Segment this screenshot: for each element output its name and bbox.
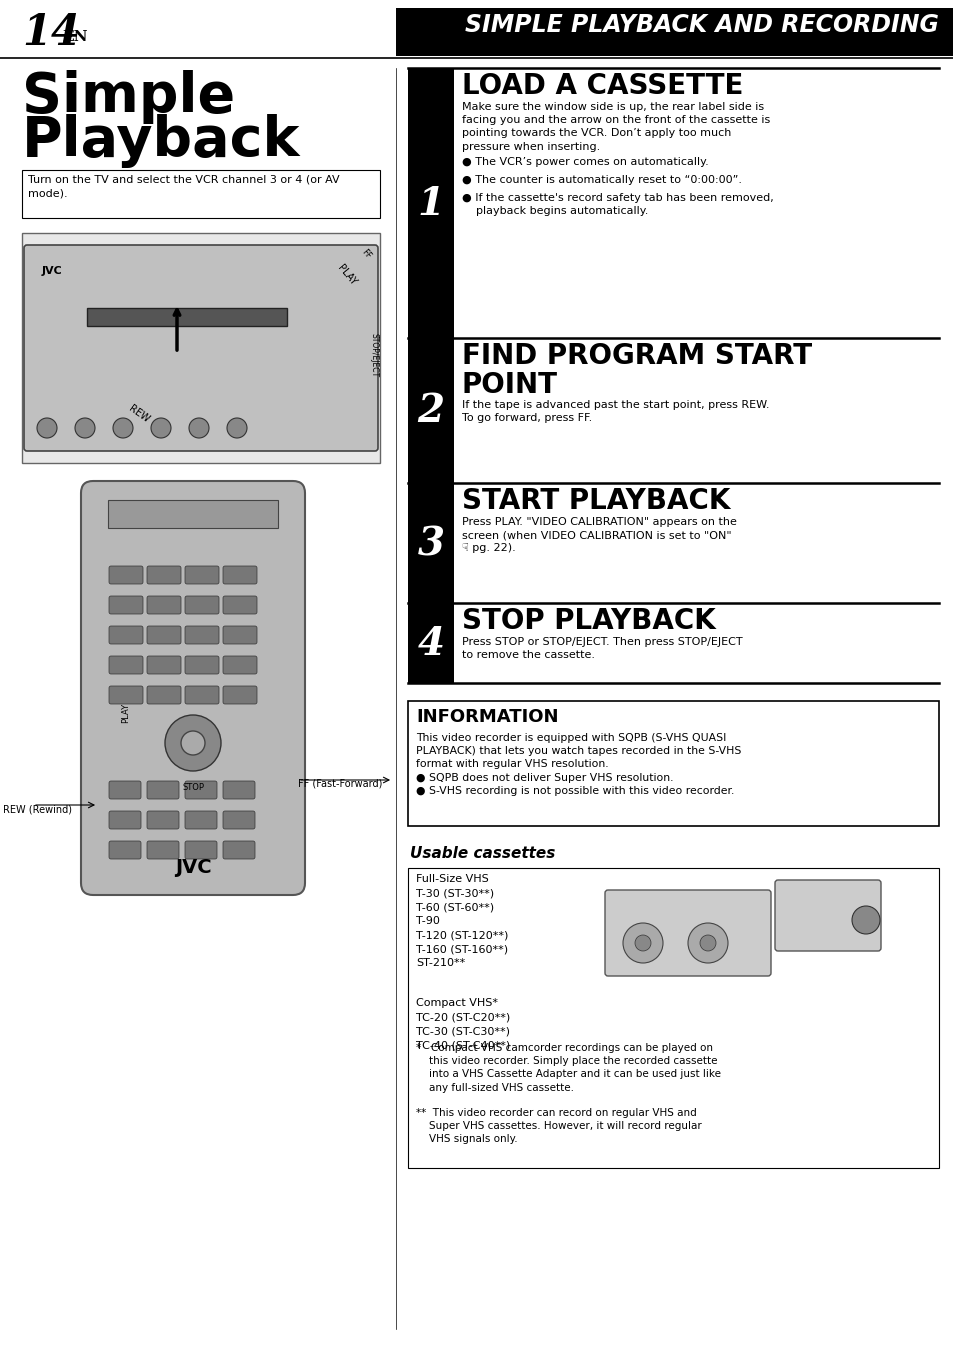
Bar [22,233,379,463]
Text: REW (Rewind): REW (Rewind) [3,804,71,813]
Text: STOP/EJECT: STOP/EJECT [370,333,378,378]
Circle shape [851,907,879,934]
FancyBboxPatch shape [774,880,880,951]
Circle shape [181,731,205,755]
Text: REW: REW [127,403,152,424]
FancyBboxPatch shape [109,840,141,859]
Text: 4: 4 [417,625,444,662]
FancyBboxPatch shape [147,656,181,674]
FancyBboxPatch shape [147,840,179,859]
FancyBboxPatch shape [223,596,256,614]
FancyBboxPatch shape [109,687,143,704]
Text: FF (Fast-Forward): FF (Fast-Forward) [297,778,382,789]
Circle shape [635,935,650,951]
Bar [22,170,379,219]
FancyBboxPatch shape [185,626,219,643]
Text: Simple: Simple [22,70,234,124]
FancyBboxPatch shape [109,656,143,674]
FancyBboxPatch shape [109,626,143,643]
Text: FIND PROGRAM START
POINT: FIND PROGRAM START POINT [461,343,811,399]
Text: This video recorder is equipped with SQPB (S-VHS QUASI
PLAYBACK) that lets you w: This video recorder is equipped with SQP… [416,733,740,796]
Text: Full-Size VHS
T-30 (ST-30**)
T-60 (ST-60**)
T-90
T-120 (ST-120**)
T-160 (ST-160*: Full-Size VHS T-30 (ST-30**) T-60 (ST-60… [416,874,508,969]
FancyBboxPatch shape [223,626,256,643]
Text: *   Compact VHS camcorder recordings can be played on
    this video recorder. S: * Compact VHS camcorder recordings can b… [416,1043,720,1093]
Bar [0,0,395,1349]
Text: 14: 14 [22,12,80,54]
Text: STOP PLAYBACK: STOP PLAYBACK [461,607,715,635]
FancyBboxPatch shape [223,687,256,704]
Text: Press PLAY. "VIDEO CALIBRATION" appears on the
screen (when VIDEO CALIBRATION is: Press PLAY. "VIDEO CALIBRATION" appears … [461,517,736,553]
Bar [408,67,454,339]
Text: ● If the cassette's record safety tab has been removed,
    playback begins auto: ● If the cassette's record safety tab ha… [461,193,773,216]
Text: 2: 2 [417,393,444,430]
FancyBboxPatch shape [185,687,219,704]
Circle shape [700,935,716,951]
FancyBboxPatch shape [185,781,216,799]
Text: PLAY: PLAY [335,263,357,287]
Text: STOP: STOP [183,782,205,792]
Text: Usable cassettes: Usable cassettes [410,846,555,861]
Text: Compact VHS*
TC-20 (ST-C20**)
TC-30 (ST-C30**)
TC-40 (ST-C40**): Compact VHS* TC-20 (ST-C20**) TC-30 (ST-… [416,998,510,1050]
FancyBboxPatch shape [109,596,143,614]
FancyBboxPatch shape [185,656,219,674]
Circle shape [151,418,171,438]
Text: PLAY: PLAY [121,703,130,723]
Text: JVC: JVC [42,266,63,277]
FancyBboxPatch shape [604,890,770,975]
FancyBboxPatch shape [147,596,181,614]
Text: EN: EN [62,30,88,45]
FancyBboxPatch shape [147,811,179,830]
Circle shape [622,923,662,963]
Text: 3: 3 [417,525,444,563]
FancyBboxPatch shape [81,482,305,894]
FancyBboxPatch shape [109,781,141,799]
FancyBboxPatch shape [185,567,219,584]
Bar [408,867,938,1168]
Bar [408,701,938,826]
Text: INFORMATION: INFORMATION [416,708,558,726]
Circle shape [165,715,221,772]
Circle shape [227,418,247,438]
Bar [87,308,287,326]
Text: JVC: JVC [174,858,212,877]
Text: START PLAYBACK: START PLAYBACK [461,487,730,515]
Text: Make sure the window side is up, the rear label side is
facing you and the arrow: Make sure the window side is up, the rea… [461,103,769,151]
Bar [108,500,277,527]
Text: ● The counter is automatically reset to “0:00:00”.: ● The counter is automatically reset to … [461,175,741,185]
Text: If the tape is advanced past the start point, press REW.
To go forward, press FF: If the tape is advanced past the start p… [461,401,769,424]
FancyBboxPatch shape [109,567,143,584]
Text: Playback: Playback [22,115,300,169]
Bar [408,603,454,683]
FancyBboxPatch shape [223,656,256,674]
Circle shape [189,418,209,438]
Text: ● The VCR’s power comes on automatically.: ● The VCR’s power comes on automatically… [461,156,708,167]
FancyBboxPatch shape [223,781,254,799]
FancyBboxPatch shape [223,840,254,859]
FancyBboxPatch shape [147,687,181,704]
FancyBboxPatch shape [24,246,377,451]
Text: FF: FF [359,248,373,262]
FancyBboxPatch shape [185,840,216,859]
Text: 1: 1 [417,185,444,223]
Text: Press STOP or STOP/EJECT. Then press STOP/EJECT
to remove the cassette.: Press STOP or STOP/EJECT. Then press STO… [461,637,741,660]
FancyBboxPatch shape [147,781,179,799]
Text: LOAD A CASSETTE: LOAD A CASSETTE [461,71,742,100]
Text: Turn on the TV and select the VCR channel 3 or 4 (or AV
mode).: Turn on the TV and select the VCR channe… [28,175,339,200]
Circle shape [687,923,727,963]
FancyBboxPatch shape [185,811,216,830]
Bar [408,339,454,483]
Circle shape [112,418,132,438]
FancyBboxPatch shape [185,596,219,614]
FancyBboxPatch shape [223,811,254,830]
Bar [408,483,454,603]
FancyBboxPatch shape [223,567,256,584]
Circle shape [37,418,57,438]
FancyBboxPatch shape [147,626,181,643]
Circle shape [75,418,95,438]
FancyBboxPatch shape [147,567,181,584]
Text: **  This video recorder can record on regular VHS and
    Super VHS cassettes. H: ** This video recorder can record on reg… [416,1108,701,1144]
Text: SIMPLE PLAYBACK AND RECORDING: SIMPLE PLAYBACK AND RECORDING [465,13,938,36]
FancyBboxPatch shape [109,811,141,830]
